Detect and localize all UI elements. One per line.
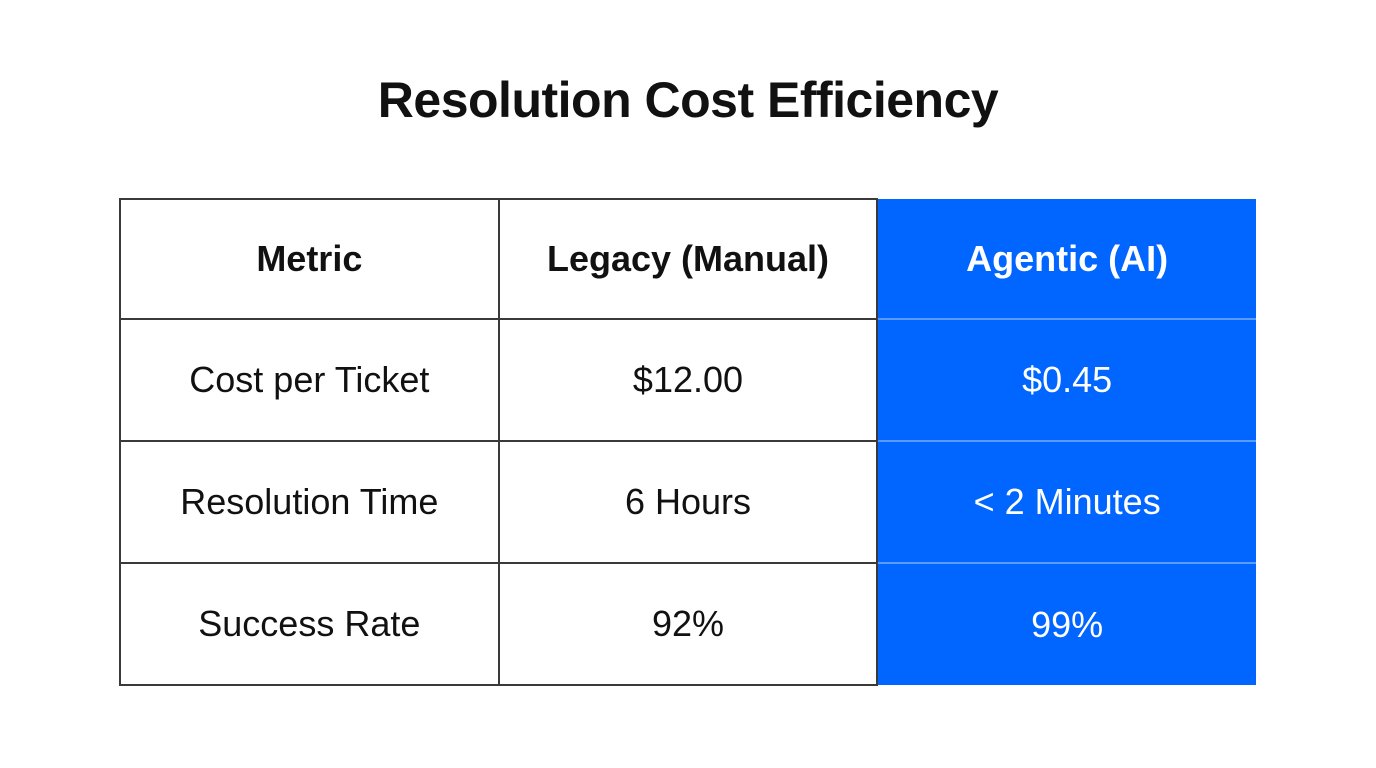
chart-title: Resolution Cost Efficiency: [377, 72, 999, 128]
cell-legacy: $12.00: [497, 318, 879, 442]
table-row: Resolution Time 6 Hours < 2 Minutes: [119, 440, 1256, 564]
table-header-row: Metric Legacy (Manual) Agentic (AI): [119, 198, 1256, 320]
comparison-table: Metric Legacy (Manual) Agentic (AI) Cost…: [119, 198, 1256, 686]
table-row: Cost per Ticket $12.00 $0.45: [119, 318, 1256, 442]
cell-metric: Resolution Time: [119, 440, 500, 564]
cell-metric: Success Rate: [119, 562, 500, 686]
comparison-table-container: Metric Legacy (Manual) Agentic (AI) Cost…: [119, 198, 1256, 686]
header-agentic: Agentic (AI): [876, 199, 1256, 320]
table-row: Success Rate 92% 99%: [119, 562, 1256, 686]
cell-agentic: < 2 Minutes: [876, 440, 1256, 564]
header-metric: Metric: [119, 198, 500, 320]
cell-metric: Cost per Ticket: [119, 318, 500, 442]
cell-legacy: 92%: [497, 562, 879, 686]
cell-legacy: 6 Hours: [497, 440, 879, 564]
header-legacy: Legacy (Manual): [497, 198, 879, 320]
cell-agentic: 99%: [876, 562, 1256, 685]
cell-agentic: $0.45: [876, 318, 1256, 442]
